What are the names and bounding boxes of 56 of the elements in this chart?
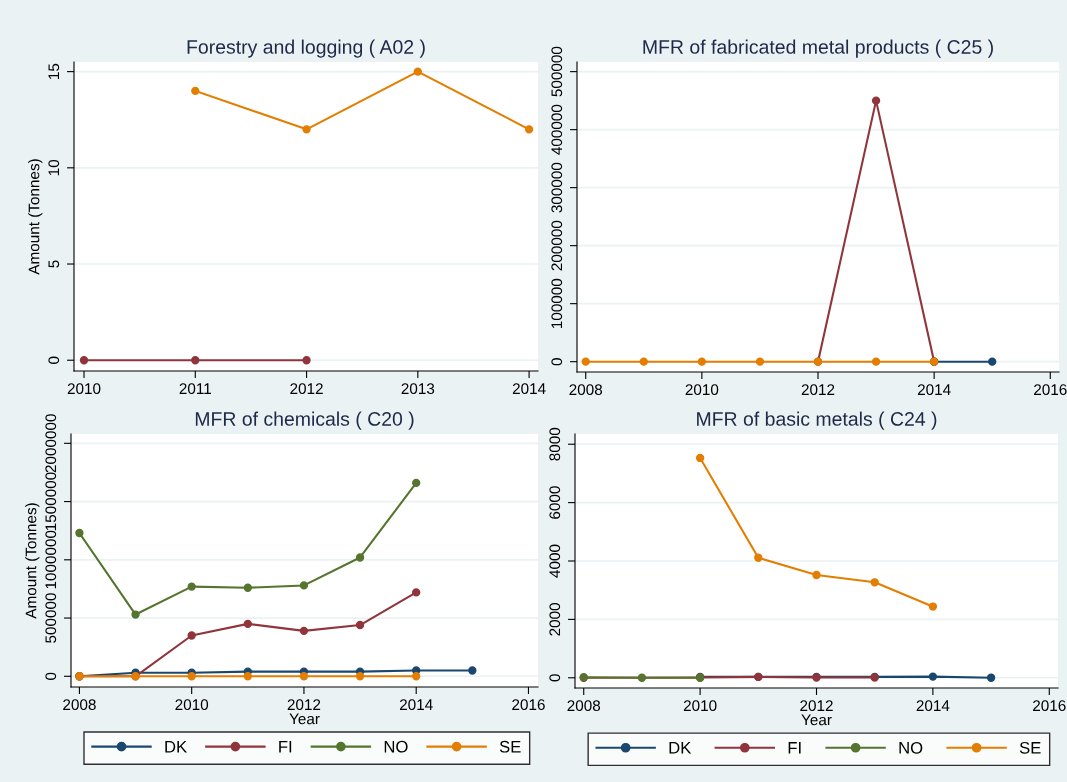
x-tick-label: 2016 <box>1034 384 1067 396</box>
y-tick-label: 0 <box>45 672 57 680</box>
x-tick-label: 2011 <box>179 383 211 395</box>
x-tick-label: 2013 <box>401 383 435 395</box>
legend-label: DK <box>165 740 187 753</box>
y-tick-label: 5 <box>48 260 60 268</box>
x-tick-label: 2014 <box>917 384 951 396</box>
x-tick-label: 2010 <box>175 699 209 711</box>
y-tick-label: 500000 <box>551 46 563 97</box>
y-tick-label: 15 <box>48 63 60 79</box>
x-tick-label: 2010 <box>683 700 717 712</box>
x-tick-label: 2012 <box>290 383 323 395</box>
x-tick-label: 2010 <box>67 383 101 395</box>
y-tick-label: 6000 <box>549 486 561 519</box>
y-tick-label: 100000 <box>551 278 563 328</box>
legend-label: SE <box>1019 741 1041 754</box>
y-tick-label: 200000 <box>551 220 563 271</box>
y-tick-label: 4000 <box>549 544 561 578</box>
y-axis-title: Amount (Tonnes) <box>25 503 40 619</box>
x-axis-title: Year <box>289 713 320 725</box>
chart-title: Forestry and logging ( A02 ) <box>187 39 425 58</box>
x-tick-label: 2008 <box>63 699 96 711</box>
x-tick-label: 2014 <box>512 383 546 395</box>
legend-label: NO <box>899 741 923 754</box>
y-tick-label: 0 <box>48 356 60 364</box>
x-tick-label: 2010 <box>685 384 719 396</box>
x-tick-label: 2016 <box>1033 700 1066 712</box>
y-tick-label: 0 <box>551 358 563 366</box>
x-tick-label: 2008 <box>569 384 603 396</box>
y-tick-label: 1000000 <box>45 530 57 589</box>
chart-title: MFR of chemicals ( C20 ) <box>195 411 414 430</box>
legend-label: SE <box>499 740 521 753</box>
x-tick-label: 2014 <box>916 700 950 712</box>
legend-label: FI <box>279 740 292 753</box>
y-tick-label: 1500000 <box>45 472 57 531</box>
chart-title: MFR of basic metals ( C24 ) <box>697 411 937 430</box>
legend-label: NO <box>384 740 408 753</box>
x-tick-label: 2012 <box>287 699 321 711</box>
x-tick-label: 2012 <box>801 384 835 396</box>
y-tick-label: 300000 <box>551 162 563 213</box>
y-axis-title: Amount (Tonnes) <box>28 159 43 275</box>
x-tick-label: 2014 <box>399 699 433 711</box>
y-tick-label: 0 <box>549 674 561 682</box>
chart-title: MFR of fabricated metal products ( C25 ) <box>643 39 993 58</box>
x-tick-label: 2008 <box>567 700 601 712</box>
y-tick-label: 400000 <box>551 104 563 155</box>
legend-label: FI <box>788 742 801 754</box>
y-tick-label: 2000 <box>549 602 561 636</box>
x-tick-label: 2012 <box>800 700 833 712</box>
x-axis-title: Year <box>801 714 832 726</box>
x-tick-label: 2016 <box>512 699 545 711</box>
y-tick-label: 500000 <box>45 593 57 643</box>
legend-label: DK <box>669 742 692 754</box>
y-tick-label: 8000 <box>549 427 561 461</box>
y-tick-label: 2000000 <box>45 414 57 473</box>
y-tick-label: 10 <box>48 159 60 176</box>
